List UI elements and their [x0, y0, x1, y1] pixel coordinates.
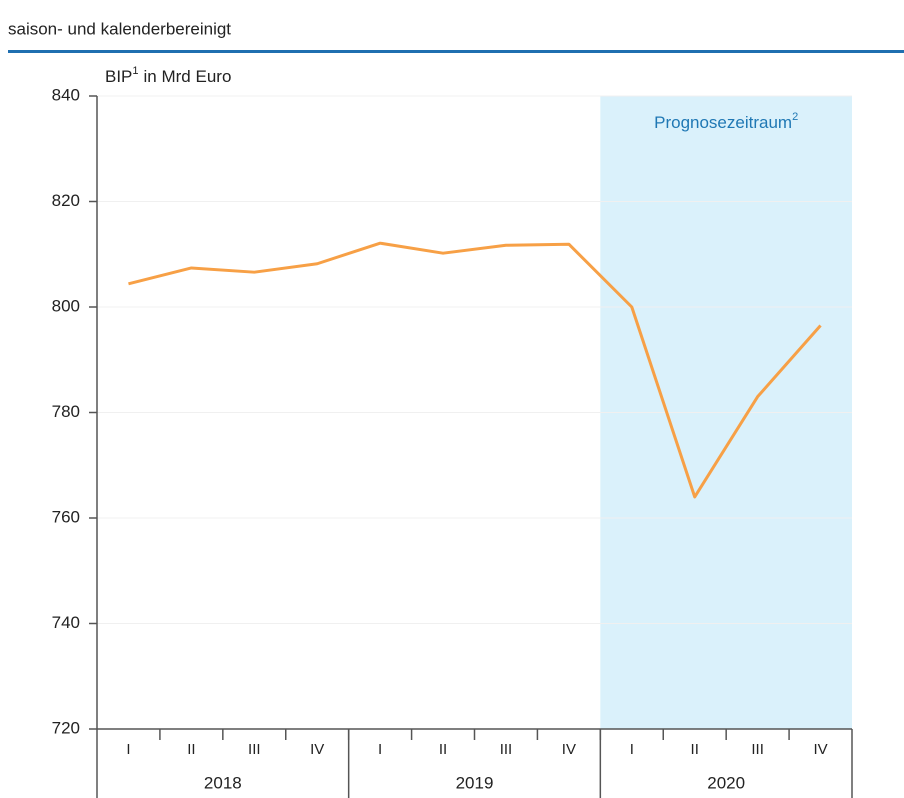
- x-tick-label: II: [187, 741, 195, 758]
- x-tick-label: IV: [310, 741, 324, 758]
- x-tick-label: I: [378, 741, 382, 758]
- y-tick-label: 760: [52, 507, 80, 526]
- chart-subtitle: saison- und kalenderbereinigt: [8, 19, 231, 38]
- header-rule: [8, 50, 904, 53]
- y-tick-label: 740: [52, 613, 80, 632]
- x-tick-label: III: [500, 741, 513, 758]
- y-axis-footnote: 1: [132, 65, 138, 77]
- forecast-footnote: 2: [792, 111, 798, 123]
- group-label: 2020: [707, 773, 745, 792]
- y-axis-label-rest: in Mrd Euro: [144, 67, 232, 86]
- x-tick-label: II: [439, 741, 447, 758]
- x-tick-label: II: [691, 741, 699, 758]
- x-tick-label: III: [248, 741, 261, 758]
- group-label: 2019: [456, 773, 494, 792]
- group-label: 2018: [204, 773, 242, 792]
- x-tick-label: I: [630, 741, 634, 758]
- y-tick-label: 840: [52, 85, 80, 104]
- y-tick-label: 800: [52, 296, 80, 315]
- y-axis-label-text: BIP: [105, 67, 132, 86]
- y-tick-label: 780: [52, 402, 80, 421]
- data-line: [128, 241, 822, 499]
- forecast-label: Prognosezeitraum2: [654, 111, 798, 133]
- x-tick-label: I: [126, 741, 130, 758]
- x-tick-label: IV: [813, 741, 827, 758]
- y-tick-label: 720: [52, 718, 80, 737]
- y-tick-label: 820: [52, 191, 80, 210]
- x-tick-label: III: [751, 741, 764, 758]
- x-tick-label: IV: [562, 741, 576, 758]
- forecast-label-text: Prognosezeitraum: [654, 113, 792, 132]
- y-axis-label: BIP1 in Mrd Euro: [105, 65, 231, 87]
